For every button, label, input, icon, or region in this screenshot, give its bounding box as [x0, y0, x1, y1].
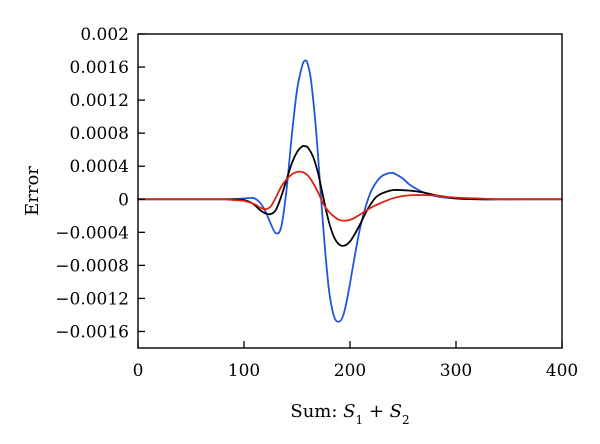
y-tick-label: −0.0008: [55, 256, 129, 276]
y-axis-title: Error: [22, 166, 43, 216]
y-tick-label: −0.0004: [55, 223, 129, 243]
ticks-layer: [137, 33, 563, 348]
y-tick-label: 0.0016: [70, 58, 129, 78]
x-tick-label: 100: [228, 361, 260, 381]
y-tick-label: 0: [118, 190, 129, 210]
y-tick-label: 0.002: [80, 25, 129, 45]
x-tick-label: 300: [440, 361, 472, 381]
y-tick-label: −0.0016: [55, 322, 129, 342]
plot-frame: [137, 33, 563, 349]
x-tick-label: 200: [334, 361, 366, 381]
x-axis-title: Sum: S1 + S2: [290, 401, 409, 427]
series-layer: [137, 59, 563, 323]
x-axis-title-op: +: [363, 401, 390, 422]
y-tick-label: 0.0008: [70, 124, 129, 144]
x-axis-title-sub2: 2: [402, 413, 410, 427]
x-tick-label: 400: [546, 361, 578, 381]
x-tick-label: 0: [133, 361, 144, 381]
x-axis-title-sub1: 1: [355, 413, 363, 427]
x-axis-title-var2: S: [390, 401, 402, 422]
series-line-2: [137, 170, 563, 222]
series-line-0: [137, 59, 563, 323]
series-line-1: [137, 145, 563, 247]
x-axis-title-var1: S: [343, 401, 355, 422]
tick-labels-layer: 0 100 200 300 400 0.002 0.0016 0.0012 0.0008 0.00…: [55, 25, 578, 381]
x-axis-title-prefix: Sum:: [290, 401, 343, 422]
y-tick-label: 0.0004: [70, 157, 129, 177]
y-tick-label: −0.0012: [55, 289, 129, 309]
y-tick-label: 0.0012: [70, 91, 129, 111]
